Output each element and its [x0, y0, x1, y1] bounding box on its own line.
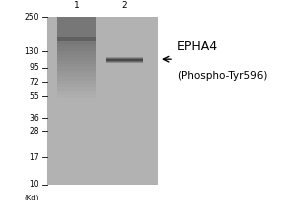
Text: (Phospho-Tyr596): (Phospho-Tyr596)	[177, 71, 267, 81]
Bar	[57, 87, 96, 91]
Text: 10: 10	[29, 180, 39, 189]
Text: 95: 95	[29, 63, 39, 72]
Bar	[46, 17, 158, 185]
Bar	[57, 94, 96, 98]
Bar	[57, 74, 96, 77]
Bar	[57, 84, 96, 87]
Text: 28: 28	[29, 127, 39, 136]
Bar	[57, 71, 96, 74]
Bar	[57, 47, 96, 51]
Text: 55: 55	[29, 92, 39, 101]
Bar	[57, 91, 96, 94]
Bar	[57, 17, 96, 41]
Text: 250: 250	[25, 13, 39, 22]
Text: 36: 36	[29, 114, 39, 123]
Text: 1: 1	[74, 1, 80, 10]
Bar	[57, 67, 96, 71]
Bar	[57, 51, 96, 54]
Bar	[57, 41, 96, 44]
Bar	[57, 81, 96, 84]
Bar	[57, 77, 96, 81]
Bar	[57, 44, 96, 47]
Text: 2: 2	[122, 1, 127, 10]
Text: 72: 72	[29, 78, 39, 87]
Bar	[57, 61, 96, 64]
Bar	[57, 57, 96, 61]
Text: EPHA4: EPHA4	[177, 40, 218, 53]
Text: 17: 17	[29, 153, 39, 162]
Bar	[57, 37, 96, 41]
Text: 130: 130	[25, 47, 39, 56]
Bar	[57, 64, 96, 67]
Text: (Kd): (Kd)	[25, 194, 39, 200]
Bar	[57, 54, 96, 57]
